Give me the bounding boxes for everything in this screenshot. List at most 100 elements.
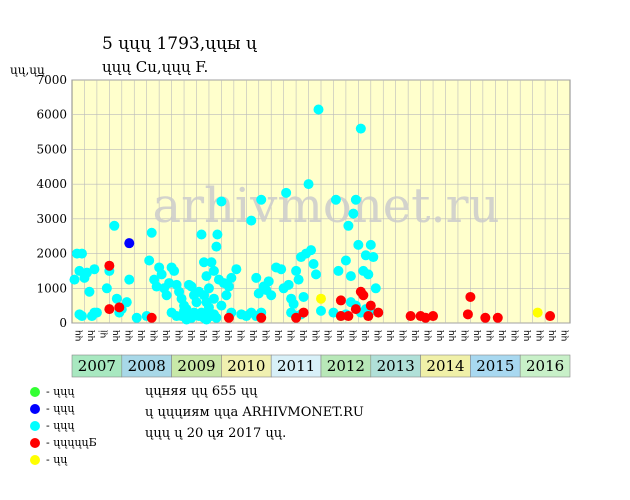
year-label: 2008 — [128, 357, 166, 375]
data-point — [223, 281, 234, 292]
chart-subtitle: ųųų Cu,ųųų F. — [102, 58, 209, 76]
x-tick-label: ųų — [422, 330, 432, 342]
x-tick-label: ųų — [211, 330, 221, 342]
y-tick-label: 5000 — [36, 142, 67, 156]
date-text: ųųų ų 20 ųя 2017 ųų. — [145, 426, 287, 441]
price-chart: 0 1000 2000 3000 4000 5000 6000 7000 arhivmonet.… — [36, 73, 571, 378]
data-point — [246, 215, 257, 226]
data-point — [109, 220, 120, 231]
data-point — [74, 265, 85, 276]
legend-label: - ųųų — [46, 385, 75, 398]
x-tick-label: ųų — [348, 330, 358, 342]
y-tick-label: 4000 — [36, 177, 67, 191]
year-label: 2011 — [277, 357, 315, 375]
legend-label: - ųųų — [46, 419, 75, 432]
x-tick-label: ųų — [460, 330, 470, 342]
x-tick-label: ųų — [173, 330, 183, 342]
x-tick-label: ųų — [298, 330, 308, 342]
data-point — [311, 269, 322, 280]
legend-item: - ųųų — [30, 419, 74, 432]
data-point — [293, 274, 304, 285]
data-point — [343, 311, 354, 322]
data-point — [263, 276, 274, 287]
data-point — [428, 311, 439, 322]
data-point — [256, 194, 267, 205]
data-point — [266, 290, 277, 301]
x-tick-label: ųų — [198, 330, 208, 342]
data-point — [191, 297, 202, 308]
data-point — [216, 300, 227, 311]
data-point — [104, 304, 115, 315]
data-point — [532, 307, 543, 318]
data-point — [480, 312, 491, 323]
data-point — [343, 220, 354, 231]
data-point — [256, 312, 267, 323]
year-label: 2007 — [78, 357, 116, 375]
year-band — [519, 354, 571, 378]
data-point — [360, 250, 371, 261]
data-point — [358, 290, 369, 301]
legend-color-swatch — [30, 403, 40, 414]
data-point — [303, 179, 314, 190]
data-point — [465, 291, 476, 302]
x-tick-label: ųų — [435, 330, 445, 342]
y-tick-label: 7000 — [36, 73, 67, 87]
y-tick-label: 0 — [59, 316, 67, 330]
x-tick-label: ųų — [223, 330, 233, 342]
data-point — [211, 241, 222, 252]
data-point — [89, 264, 100, 275]
data-point — [164, 278, 175, 289]
data-point — [124, 274, 135, 285]
x-tick-label: ųų — [124, 330, 134, 342]
data-point — [373, 307, 384, 318]
data-point — [104, 260, 115, 271]
legend-item: - ųųųųųБ — [30, 436, 97, 449]
data-point — [198, 257, 209, 268]
data-point — [226, 272, 237, 283]
data-point — [355, 123, 366, 134]
x-tick-label: ųų — [497, 330, 507, 342]
data-point — [350, 304, 361, 315]
year-label: 2015 — [476, 357, 514, 375]
y-tick-label: 1000 — [36, 281, 67, 295]
data-point — [368, 252, 379, 263]
data-point — [298, 291, 309, 302]
data-point — [208, 309, 219, 320]
data-point — [335, 311, 346, 322]
data-point — [365, 239, 376, 250]
average-price-text: ųųняя ųų 655 ųų — [145, 384, 258, 399]
year-label: 2014 — [426, 357, 464, 375]
chart-title: 5 ųųų 1793,ųųы ų — [102, 34, 257, 54]
data-point — [101, 283, 112, 294]
data-point — [298, 307, 309, 318]
x-tick-label: ųų — [86, 330, 96, 342]
x-tick-label: ųį — [99, 330, 109, 339]
watermark: arhivmonet.ru — [152, 178, 499, 234]
data-point — [253, 288, 264, 299]
x-tick-label: ųų — [559, 330, 569, 342]
data-point — [291, 312, 302, 323]
data-point — [203, 302, 214, 313]
data-point — [363, 311, 374, 322]
data-point — [223, 312, 234, 323]
data-point — [171, 311, 182, 322]
data-point — [353, 239, 364, 250]
data-point — [306, 245, 317, 256]
data-point — [208, 265, 219, 276]
data-point — [350, 194, 361, 205]
data-point — [124, 238, 135, 249]
x-tick-label: ųų — [447, 330, 457, 342]
data-point — [206, 257, 217, 268]
legend-item: - ųųų — [30, 402, 74, 415]
data-point — [111, 293, 122, 304]
legend-color-swatch — [30, 437, 40, 448]
data-point — [231, 264, 242, 275]
data-point — [201, 271, 212, 282]
data-point — [203, 283, 214, 294]
data-point — [462, 309, 473, 320]
data-point — [316, 293, 326, 304]
data-point — [316, 305, 326, 316]
x-tick-label: ųų — [285, 330, 295, 342]
data-point — [156, 269, 167, 280]
data-point — [146, 312, 157, 323]
